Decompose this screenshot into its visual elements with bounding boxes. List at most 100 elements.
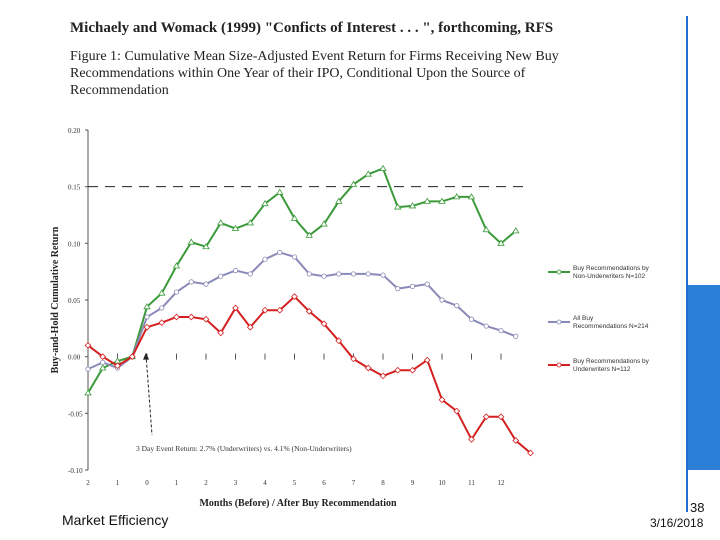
data-point (468, 436, 475, 443)
data-point (395, 286, 401, 292)
series-line-2 (87, 251, 517, 371)
data-point (246, 323, 254, 331)
data-point (99, 353, 107, 361)
data-point (187, 238, 195, 245)
data-point (173, 313, 180, 321)
x-tick-label: 9 (411, 479, 415, 487)
data-point (468, 316, 475, 322)
y-tick-label: 0.15 (68, 184, 81, 192)
y-tick-label: 0.20 (68, 127, 81, 135)
legend-label: Buy Recommendations by (573, 358, 650, 365)
data-point (409, 283, 416, 289)
data-point (335, 197, 343, 204)
data-point (423, 197, 431, 204)
data-point (231, 224, 240, 232)
data-point (305, 307, 313, 315)
data-point (497, 413, 505, 421)
data-point (203, 281, 209, 287)
data-point (291, 293, 298, 300)
legend-label: Underwriters N=112 (573, 366, 631, 373)
data-point (202, 242, 210, 250)
data-point (290, 214, 299, 221)
legend-marker (556, 362, 562, 368)
x-tick-label: 2 (204, 479, 208, 487)
x-tick-label: 7 (352, 479, 356, 487)
data-point (261, 199, 269, 207)
data-point (114, 362, 121, 370)
figure-caption: Figure 1: Cumulative Mean Size-Adjusted … (70, 49, 559, 98)
x-tick-label: 11 (468, 479, 475, 487)
data-point (408, 202, 417, 209)
data-point (159, 305, 165, 311)
data-point (306, 271, 312, 277)
data-point (453, 407, 461, 415)
data-point (277, 249, 283, 255)
data-point (246, 219, 254, 226)
data-point (482, 413, 490, 421)
data-point (423, 356, 431, 364)
data-point (379, 164, 387, 171)
data-point (336, 271, 342, 277)
x-tick-label: 12 (498, 479, 506, 487)
x-tick-label: 1 (175, 479, 179, 487)
data-point (512, 227, 520, 234)
legend-marker (556, 269, 562, 275)
annotation-pointer (145, 354, 153, 436)
data-point (364, 364, 372, 372)
x-tick-label: 8 (381, 479, 385, 487)
accent-bar (686, 285, 720, 470)
data-point (438, 197, 446, 204)
x-tick-label: 10 (439, 479, 447, 487)
data-point (467, 193, 476, 200)
page-number: 38 (690, 500, 705, 515)
data-point (424, 281, 430, 287)
annotation-arrowhead (143, 352, 149, 360)
data-point (438, 396, 446, 404)
slide-frame (56, 16, 688, 512)
series-line-1 (87, 167, 517, 394)
legend-label: Recommendations N=214 (573, 323, 649, 330)
data-point (513, 333, 519, 339)
data-point (100, 359, 106, 365)
data-point (143, 323, 151, 331)
data-point (172, 262, 181, 269)
data-point (483, 323, 489, 329)
data-point (173, 289, 180, 295)
data-point (365, 271, 371, 277)
x-tick-label: 6 (322, 479, 326, 487)
data-point (84, 389, 92, 396)
data-point (217, 329, 225, 337)
data-point (439, 297, 445, 303)
x-tick-label: 0 (145, 479, 149, 487)
data-point (232, 304, 239, 312)
data-point (291, 254, 298, 260)
data-point (247, 271, 253, 277)
data-point (187, 313, 195, 321)
x-tick-label: 2 (86, 479, 90, 487)
data-point (128, 353, 136, 361)
data-point (482, 225, 490, 233)
data-point (498, 327, 504, 334)
data-point (454, 303, 460, 309)
y-axis-label: Buy-and-Hold Cumulative Return (50, 226, 61, 373)
data-point (379, 372, 387, 380)
data-point (512, 437, 520, 444)
data-point (276, 188, 284, 195)
y-tick-label: 0.10 (68, 240, 81, 248)
data-point (232, 267, 239, 274)
data-point (305, 231, 313, 238)
data-point (380, 272, 386, 278)
data-point (335, 337, 343, 345)
data-point (321, 273, 327, 279)
x-tick-label: 5 (293, 479, 297, 487)
data-point (158, 319, 166, 327)
legend-label: Buy Recommendations by (573, 265, 650, 272)
series-line-3 (87, 295, 532, 454)
page-title: Michaely and Womack (1999) "Conficts of … (70, 20, 554, 36)
data-point (188, 279, 194, 285)
y-tick-label: 0.00 (68, 354, 81, 362)
y-tick-label: -0.05 (68, 410, 83, 418)
footer-section-title: Market Efficiency (62, 512, 169, 528)
data-point (202, 315, 210, 323)
legend-marker (556, 319, 562, 325)
